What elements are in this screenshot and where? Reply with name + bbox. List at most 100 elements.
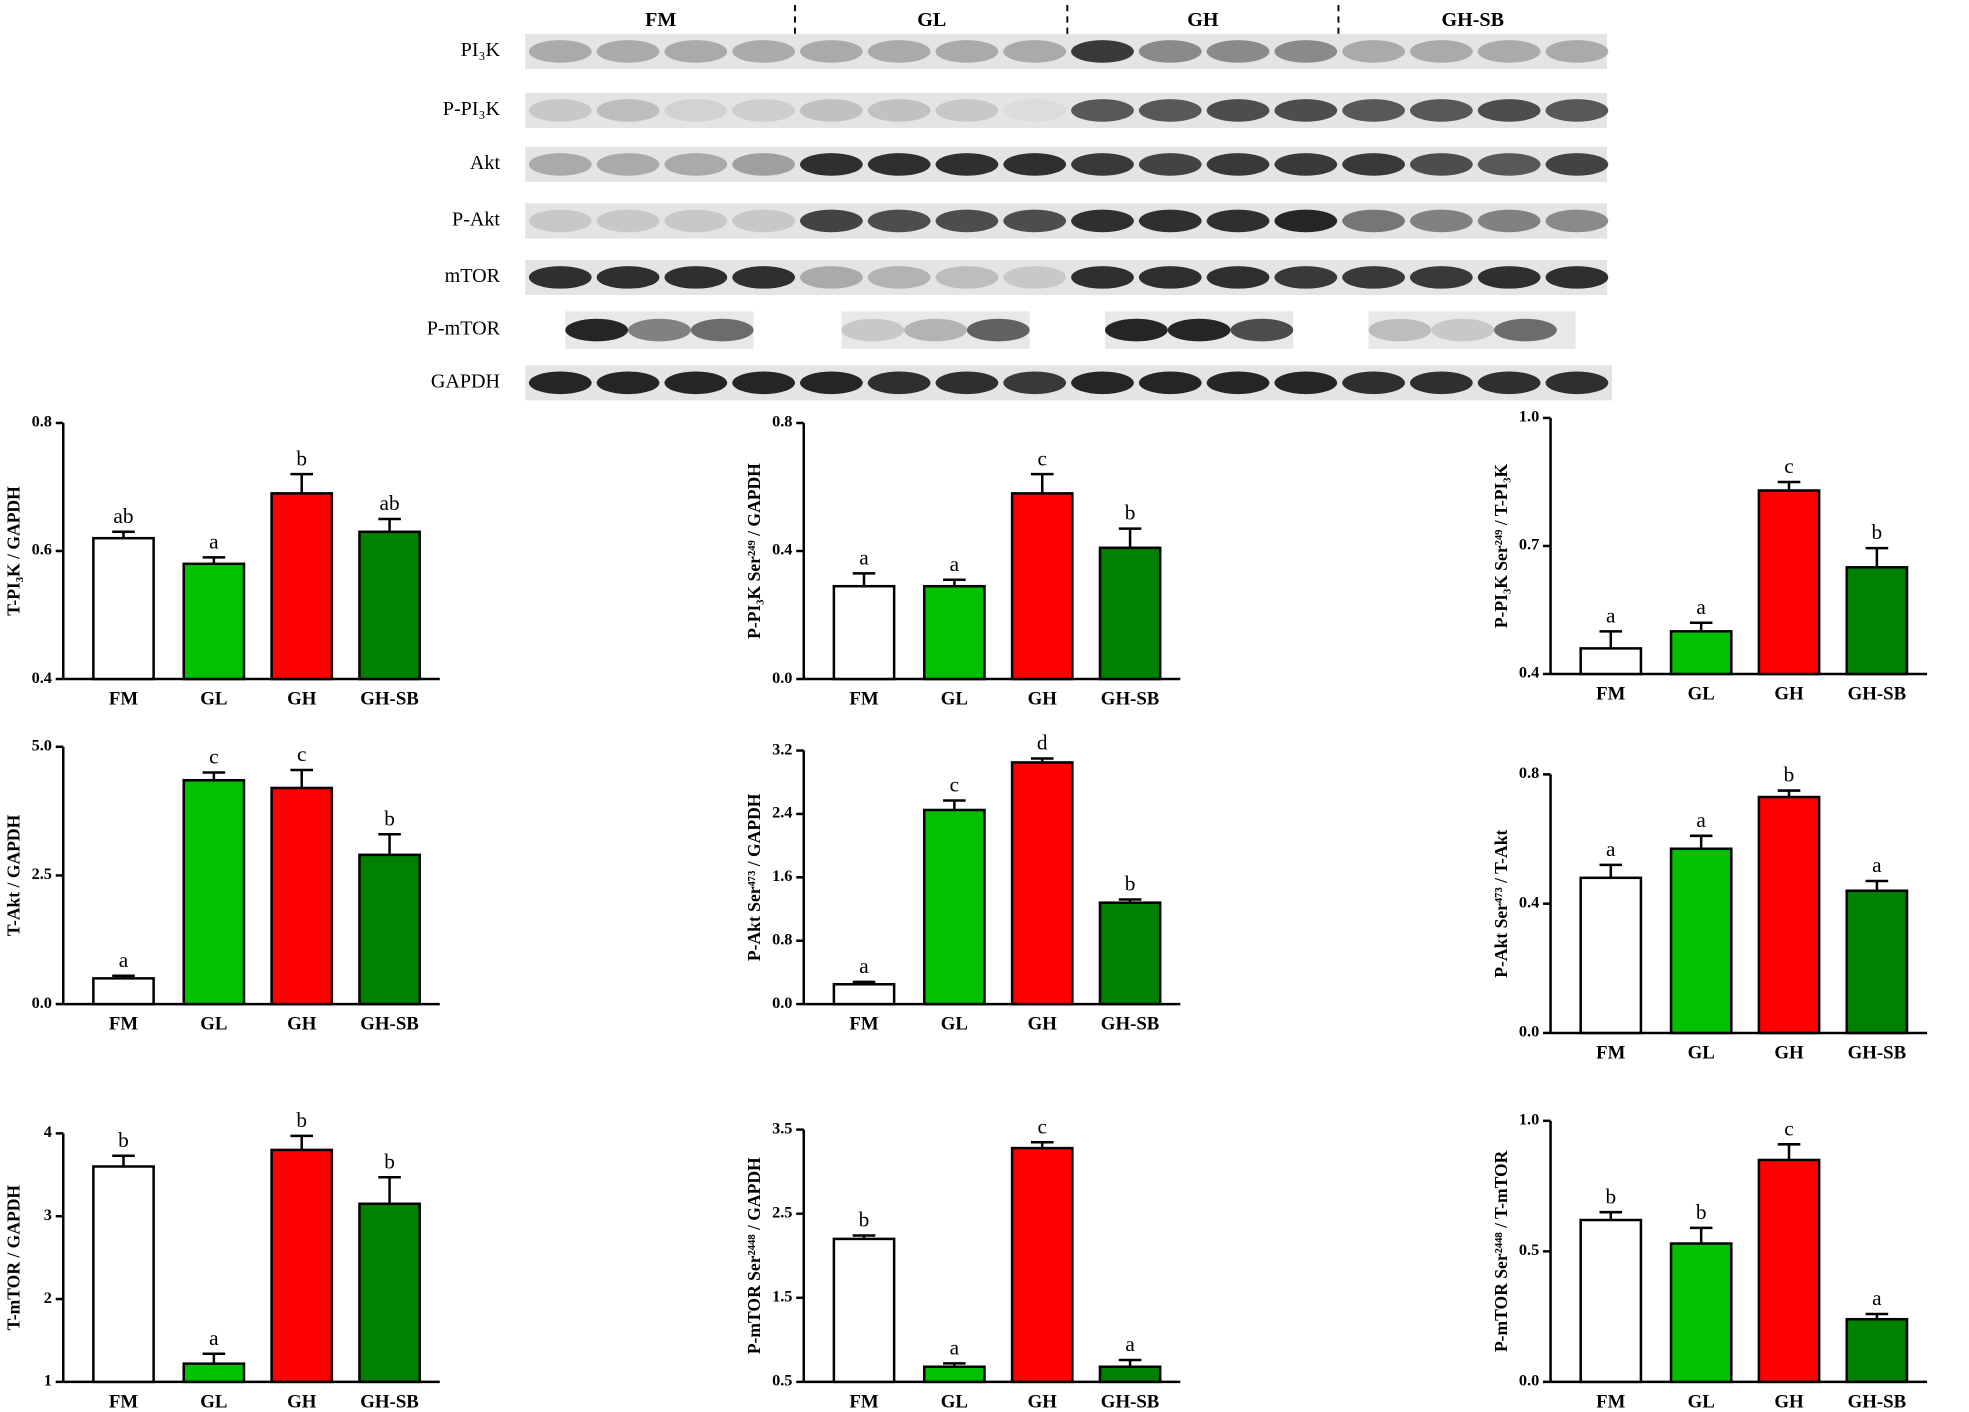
blot-band [664,371,728,395]
significance-letter: b [859,1208,870,1232]
significance-letter: c [1038,1114,1047,1138]
significance-letter: a [950,552,960,576]
x-tick-label: GH-SB [1101,689,1160,710]
x-tick-label: GL [1688,684,1715,705]
bar [1669,847,1733,1035]
y-axis-label: T-Akt / GAPDH [4,814,24,936]
blot-band [799,153,863,176]
bar [1010,492,1074,681]
blot-band [528,371,592,395]
blot-band [528,40,592,63]
bar [1669,630,1733,676]
blot-band [935,40,999,63]
y-tick-label: 0.0 [1519,1371,1539,1390]
blot-band [1230,318,1294,342]
y-tick-label: 0.8 [772,929,792,948]
blot-band [935,266,999,289]
blot-band [1368,318,1432,342]
significance-letter: c [209,745,218,769]
x-tick-label: GH [1774,1043,1804,1064]
y-tick-label: 0.5 [772,1371,792,1390]
x-tick-label: GL [200,689,227,710]
blot-band [1477,209,1541,233]
blot-band [1409,371,1473,395]
x-tick-label: GL [1688,1043,1715,1064]
blot-group-label: GH-SB [1441,9,1503,31]
y-tick-label: 2.5 [772,1202,792,1221]
significance-letter: a [859,954,869,978]
blot-band [867,209,931,233]
y-axis-label: P-PI₃K Ser²⁴⁹ / T-PI₃K [1491,463,1511,628]
blot-band [1071,371,1134,395]
significance-letter: c [1038,446,1047,470]
blot-band [1003,40,1067,63]
blot-band [1206,266,1270,289]
y-tick-label: 0.4 [1519,892,1539,911]
bar [358,1202,421,1384]
blot-band [867,40,931,63]
blot-band [1138,153,1202,176]
x-tick-label: GL [200,1392,227,1412]
blot-band [528,99,592,122]
bar [1579,876,1643,1035]
blot-band [1545,99,1609,122]
y-tick-label: 0.0 [32,993,52,1012]
bar-chart: 0.5 1.5 2.5 3.5 P-mTOR Ser²⁴⁴⁸ / GAPDH b FM a GL… [744,1114,1181,1412]
bar [1757,489,1821,676]
bar [1757,795,1821,1035]
significance-letter: a [209,529,219,553]
blot-band [1138,40,1202,63]
y-tick-label: 1.0 [1519,1110,1539,1129]
blot-band [1104,318,1168,342]
x-tick-label: GH-SB [1101,1014,1160,1035]
significance-letter: b [1605,1184,1616,1208]
blot-band [732,40,795,63]
x-tick-label: GL [1688,1392,1715,1412]
significance-letter: c [1784,1116,1793,1140]
blot-band [664,209,728,233]
y-tick-label: 0.4 [32,668,52,687]
blot-band [732,99,795,122]
x-tick-label: FM [109,689,138,710]
blot-band [935,153,999,176]
x-tick-label: GH-SB [1848,1043,1907,1064]
blot-row-label: PI₃K [461,39,501,61]
y-tick-label: 0.8 [1519,763,1539,782]
blot-band [904,318,967,342]
significance-letter: ab [113,504,133,528]
bar-chart: 0.0 0.4 0.8 P-PI₃K Ser²⁴⁹ / GAPDH a FM a GL c GH b… [744,412,1181,710]
bar-chart: 0.0 0.4 0.8 P-Akt Ser⁴⁷³ / T-Akt a FM a GL b GH a G… [1491,763,1928,1064]
x-tick-label: GH-SB [1101,1392,1160,1412]
bar [92,977,155,1006]
blot-band [1342,153,1405,176]
blot-band [1477,99,1541,122]
x-tick-label: GH-SB [360,1014,419,1035]
significance-letter: a [1872,853,1882,877]
bar [92,536,155,681]
bar [1845,889,1909,1035]
x-tick-label: FM [849,1392,878,1412]
x-tick-label: GL [200,1014,227,1035]
blot-band [1545,40,1609,63]
blot-band [1274,153,1338,176]
blot-band [1206,99,1270,122]
bar [182,778,246,1006]
y-tick-label: 1.6 [772,866,792,885]
y-tick-label: 0.0 [772,668,792,687]
significance-letter: a [950,1335,960,1359]
bar-chart: 0.4 0.6 0.8 T-PI₃K / GAPDH ab FM a GL b GH ab GH-SB [4,412,440,710]
blot-band [690,318,754,342]
significance-letter: a [1872,1286,1882,1310]
x-tick-label: FM [109,1392,138,1412]
blot-band [1477,266,1541,289]
bar-chart: 1 2 3 4 T-mTOR / GAPDH b FM a GL b GH b GH-SB [4,1108,440,1412]
blot-band [1138,209,1202,233]
significance-letter: a [1606,603,1616,627]
blot-band [664,99,728,122]
blot-band [1274,40,1338,63]
bar [358,530,421,681]
blot-band [1342,99,1405,122]
significance-letter: b [1872,520,1883,544]
blot-band [935,99,999,122]
blot-band [867,371,931,395]
